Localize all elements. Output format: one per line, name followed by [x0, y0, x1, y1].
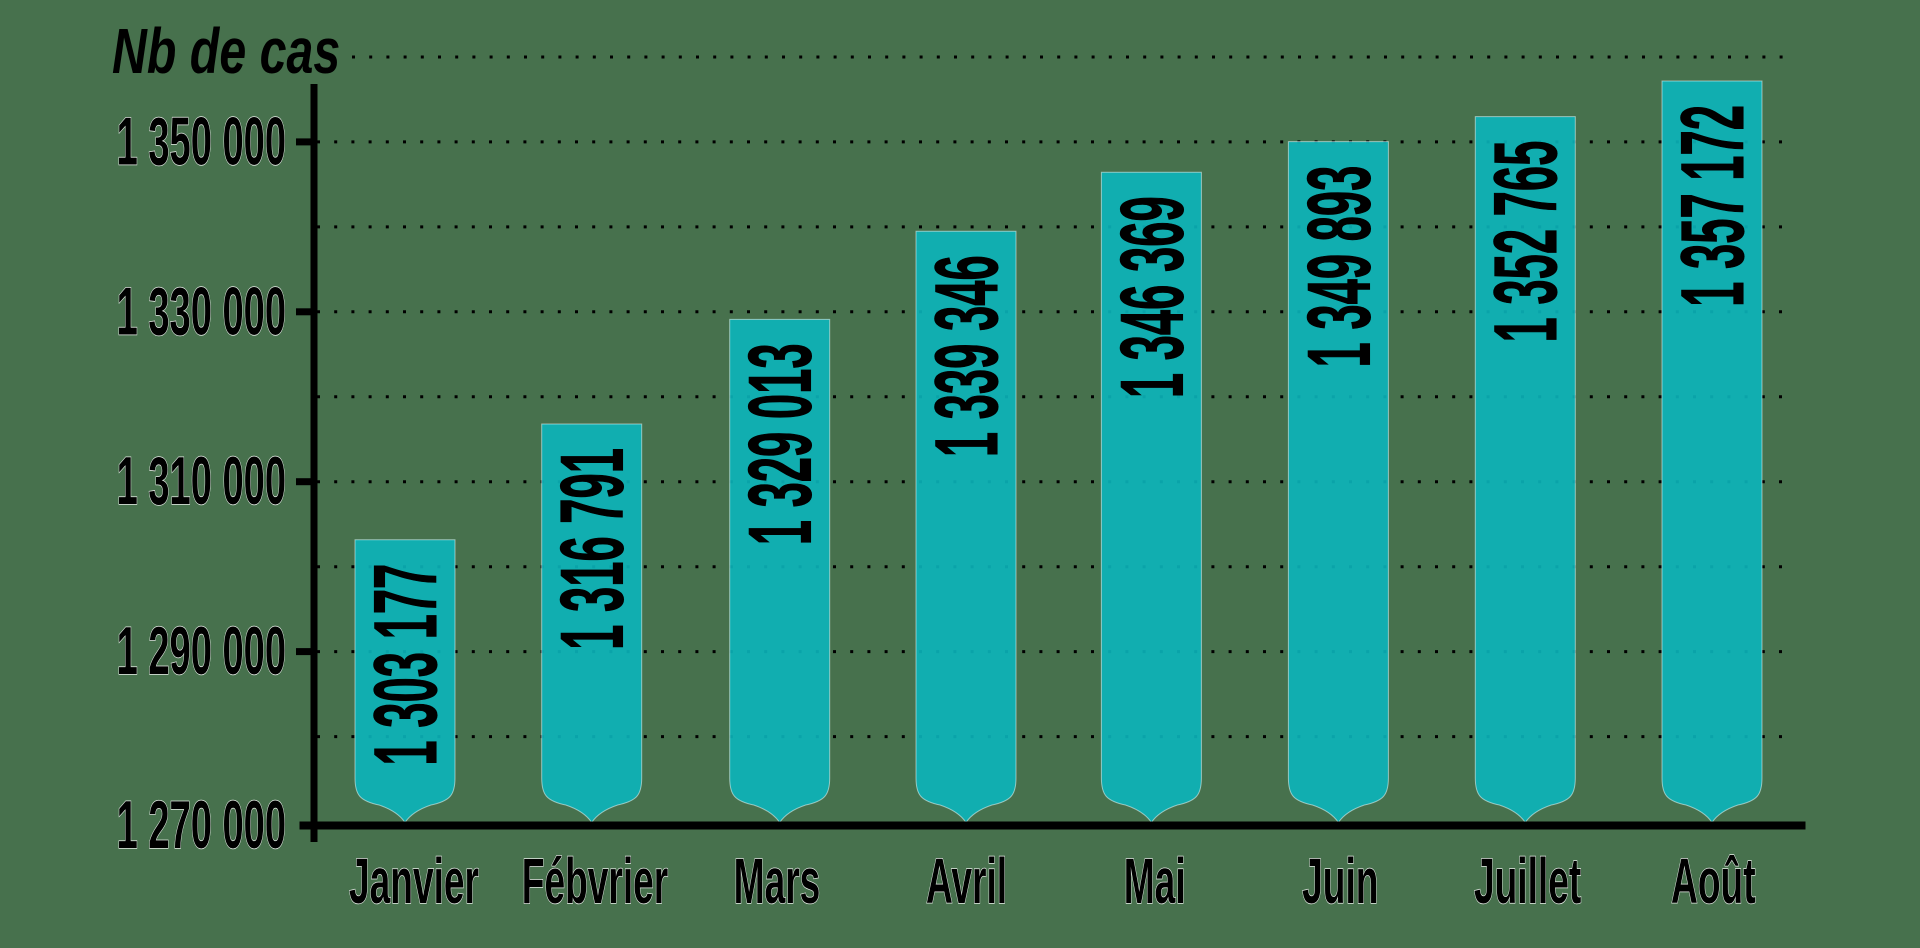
svg-text:1 357 172: 1 357 172: [1662, 105, 1762, 307]
svg-text:1 310 000: 1 310 000: [117, 443, 286, 520]
svg-text:Juin: Juin: [1302, 847, 1378, 918]
svg-text:1 290 000: 1 290 000: [117, 612, 286, 689]
svg-text:Nb de cas: Nb de cas: [112, 17, 340, 88]
svg-text:1 350 000: 1 350 000: [117, 103, 286, 180]
svg-text:Mars: Mars: [734, 847, 821, 918]
svg-text:1 330 000: 1 330 000: [117, 273, 286, 350]
svg-text:1 270 000: 1 270 000: [117, 786, 286, 863]
svg-text:Juillet: Juillet: [1474, 847, 1581, 918]
svg-text:Avril: Avril: [926, 847, 1007, 918]
svg-text:1 329 013: 1 329 013: [730, 343, 830, 545]
svg-text:Janvier: Janvier: [349, 847, 479, 918]
svg-text:1 349 893: 1 349 893: [1289, 166, 1389, 368]
svg-text:Mai: Mai: [1124, 847, 1186, 918]
svg-text:1 316 791: 1 316 791: [542, 448, 642, 650]
svg-text:Août: Août: [1671, 847, 1755, 918]
svg-text:1 303 177: 1 303 177: [355, 564, 455, 766]
svg-text:1 346 369: 1 346 369: [1102, 196, 1202, 398]
svg-text:Fébvrier: Fébvrier: [522, 847, 668, 918]
svg-text:1 339 346: 1 339 346: [916, 255, 1016, 457]
svg-text:1 352 765: 1 352 765: [1476, 141, 1576, 343]
